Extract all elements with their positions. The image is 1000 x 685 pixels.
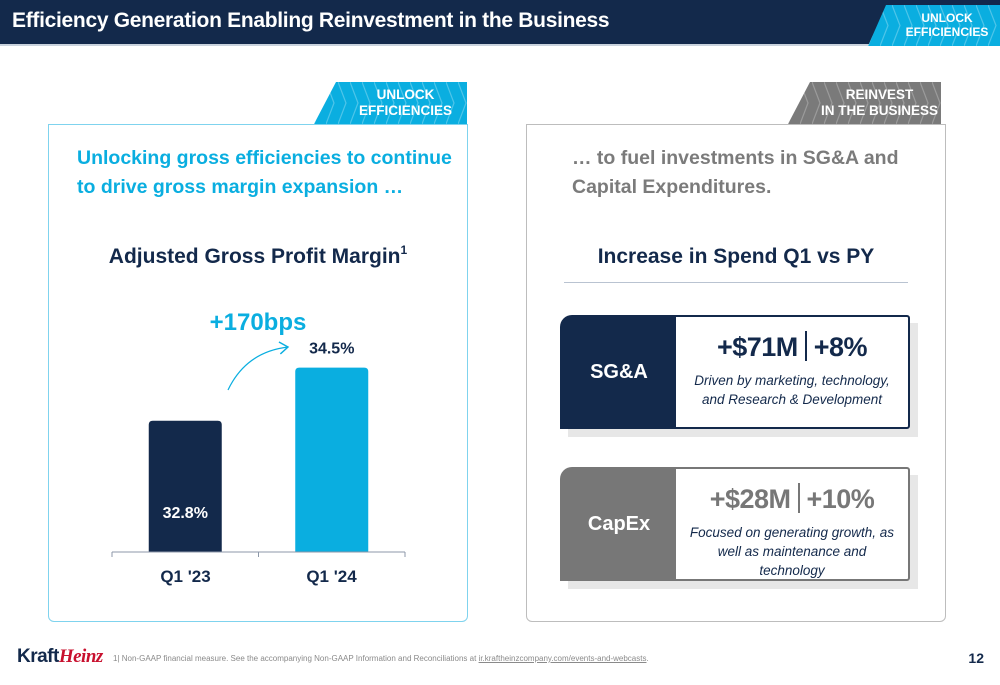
unlock-efficiencies-badge: UNLOCK EFFICIENCIES [314, 82, 467, 124]
chart-title-text: Adjusted Gross Profit Margin [108, 245, 401, 268]
reinvest-badge: REINVEST IN THE BUSINESS [788, 82, 941, 124]
card-description: Focused on generating growth, as well as… [689, 525, 895, 578]
webcasts-link[interactable]: ir.kraftheinzcompany.com/events-and-webc… [478, 654, 647, 663]
footnote: 1| Non-GAAP financial measure. See the a… [113, 654, 649, 663]
card-body: +$71M +8% Driven by marketing, technology… [674, 315, 910, 429]
capex-card: CapEx +$28M +10% Focused on generating gr… [560, 467, 918, 589]
card-percent: +8% [813, 332, 868, 362]
header-bar: Efficiency Generation Enabling Reinvestm… [0, 0, 1000, 44]
card-metric: +$71M +8% [676, 331, 908, 363]
metric-separator [797, 483, 800, 513]
footnote-marker: 1 [400, 243, 408, 257]
kraft-heinz-logo: KraftHeinz [17, 646, 103, 668]
growth-arrow-icon [227, 341, 290, 391]
x-tick-label: Q1 '24 [306, 567, 357, 586]
card-label: SG&A [560, 315, 678, 429]
card-metric: +$28M +10% [676, 483, 908, 515]
value-label: 32.8% [163, 505, 208, 522]
right-lead-text: … to fuel investments in SG&A and Capita… [572, 147, 899, 198]
card-amount: +$28M [709, 484, 791, 514]
badge-line1: UNLOCK [921, 11, 973, 25]
card-label: CapEx [560, 467, 678, 581]
logo-heinz: Heinz [58, 646, 103, 667]
chevron-pattern-icon [314, 82, 467, 124]
sga-card: SG&A +$71M +8% Driven by marketing, techn… [560, 315, 918, 437]
reinvest-panel [526, 124, 946, 622]
footnote-end: . [646, 654, 649, 663]
badge-line1: UNLOCK [376, 87, 435, 102]
margin-delta-label: +170bps [210, 309, 307, 336]
badge-line1: REINVEST [845, 87, 914, 102]
bar-0 [148, 420, 222, 552]
gross-margin-bar-chart: 32.8% 34.5% +170bps Q1 '23 Q1 '24 [111, 309, 406, 586]
header-badge: UNLOCK EFFICIENCIES [868, 5, 1000, 46]
header-divider [0, 44, 1000, 46]
badge-line2: EFFICIENCIES [905, 24, 989, 39]
left-lead-text: Unlocking gross efficiencies to continue… [77, 147, 452, 198]
badge-line2: IN THE BUSINESS [820, 102, 939, 118]
metric-separator [804, 331, 807, 361]
spend-title-divider [564, 282, 908, 283]
card-percent: +10% [806, 484, 875, 514]
page-title: Efficiency Generation Enabling Reinvestm… [12, 9, 610, 32]
logo-kraft: Kraft [17, 646, 59, 667]
card-description: Driven by marketing, technology, and Res… [694, 373, 890, 407]
page-number: 12 [968, 650, 984, 666]
value-label: 34.5% [309, 341, 354, 358]
card-body: +$28M +10% Focused on generating growth, … [674, 467, 910, 581]
card-amount: +$71M [716, 332, 798, 362]
spend-title: Increase in Spend Q1 vs PY [597, 245, 875, 268]
bar-1 [295, 367, 369, 552]
unlock-efficiencies-panel [48, 124, 468, 622]
chevron-pattern-icon [788, 82, 941, 124]
x-tick-label: Q1 '23 [160, 567, 210, 586]
chevron-pattern-icon [868, 5, 1000, 46]
footnote-text: 1| Non-GAAP financial measure. See the a… [113, 654, 479, 663]
badge-line2: EFFICIENCIES [358, 102, 452, 118]
chart-title: Adjusted Gross Profit Margin1 [48, 243, 468, 269]
